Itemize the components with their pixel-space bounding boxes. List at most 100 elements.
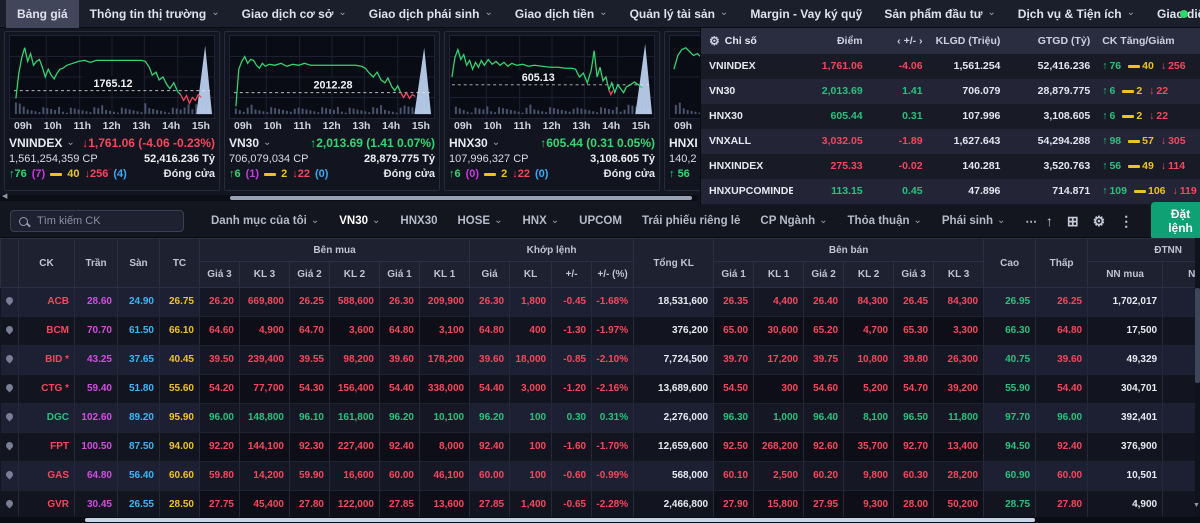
time-label: 14h [602,120,621,132]
chart-hscrollbar[interactable]: ◀ [0,193,698,201]
pin-cell[interactable] [0,374,19,404]
index-row-hnxindex[interactable]: HNXINDEX 275.33 -0.02 140.281 3,520.763 ↑ 56 49… [701,154,1200,179]
scroll-left-icon[interactable]: ◀ [2,193,8,200]
table-hscrollbar-thumb[interactable] [85,518,1035,522]
chart-index-name[interactable]: HNX30 [449,136,488,150]
menu-item-bang-gia[interactable]: Bảng giá [6,0,79,28]
table-row-ctg[interactable]: CTG * 59.40 51.80 55.60 54.20 77,700 54.30 156,… [0,374,1200,404]
tab-hnx30[interactable]: HNX30 [391,215,446,227]
menu-item-giao-dich-phai-sinh[interactable]: Giao dịch phái sinh ⌄ [358,0,504,28]
stock-code[interactable]: DGC [18,403,75,433]
chevron-down-icon[interactable]: ⌄ [263,136,272,148]
pin-cell[interactable] [0,490,19,520]
tab-hnx[interactable]: HNX ⌄ [513,215,568,228]
table-row-dgc[interactable]: DGC 102.60 89.20 95.90 96.00 148,800 96.10 161,… [0,403,1200,433]
table-row-gas[interactable]: GAS 64.80 56.40 60.60 59.80 14,200 59.90 16,600… [0,461,1200,491]
menu-item-quan-ly-tai-san[interactable]: Quản lý tài sản ⌄ [619,0,740,28]
kebab-menu-icon[interactable]: ⋮ [1119,213,1134,229]
chevron-down-icon[interactable]: ⌄ [491,136,501,148]
tab-phai-sinh[interactable]: Phái sinh ⌄ [933,214,1015,228]
search-input[interactable] [35,214,175,228]
chart-index-name[interactable]: VN30 [229,136,260,150]
table-row-bid[interactable]: BID * 43.25 37.65 40.45 39.50 239,400 39.55 98,… [0,345,1200,375]
table-vscrollbar-thumb[interactable] [1195,288,1200,383]
stock-code[interactable]: ACB [18,287,75,317]
cell: 28.00 [893,490,935,520]
menu-item-dich-vu-tien-ich[interactable]: Dịch vụ & Tiện ích ⌄ [1007,0,1146,28]
pin-icon[interactable] [4,498,15,509]
gear-icon[interactable]: ⚙ [1092,213,1106,229]
cell: 392,401 [1087,403,1164,433]
pin-icon[interactable] [4,324,15,335]
index-row-vnindex[interactable]: VNINDEX 1,761.06 -4.06 1,561.254 52,416.236 ↑… [701,54,1200,79]
menu-item-san-pham-au-tu[interactable]: Sản phẩm đầu tư ⌄ [873,0,1006,28]
chart-index-name[interactable]: HNXI [669,136,698,150]
stock-code[interactable]: GVR [18,490,75,520]
pin-icon[interactable] [4,353,15,364]
chevron-down-icon: ⌄ [1126,6,1135,18]
pin-cell[interactable] [0,287,19,317]
tab-cp-nganh[interactable]: CP Ngành ⌄ [751,215,836,228]
col-low: Thấp [1035,238,1089,288]
index-row-vnxall[interactable]: VNXALL 3,032.05 -1.89 1,627.643 54,294.288 ↑ 9… [701,129,1200,154]
chart-hscrollbar-thumb[interactable] [230,196,692,200]
cell: 376,200 [633,316,715,346]
pin-icon[interactable] [4,382,15,393]
pin-cell[interactable] [0,461,19,491]
tab-thoa-thuan[interactable]: Thỏa thuận ⌄ [839,215,931,228]
stock-code[interactable]: FPT [18,432,75,462]
time-axis: 09h 10h 11h 12h 13h 14h 15h [229,119,435,134]
chart-panel-vn30[interactable]: 2012.28 09h 10h 11h 12h 13h 14h 15h VN30 ⌄ ↑2,… [224,31,440,191]
stock-code[interactable]: BCM [18,316,75,346]
menu-item-giao-dich-co-so[interactable]: Giao dịch cơ sở ⌄ [231,0,358,28]
tab-danh-muc-cua-toi[interactable]: Danh mục của tôi ⌄ [202,215,328,228]
menu-item-giao-dien-cua-toi[interactable]: Giao diện của tôi [1146,0,1200,28]
index-row-hnxupcominde[interactable]: HNXUPCOMINDE 113.15 0.45 47.896 714.871 ↑ 109 1… [701,179,1200,204]
stock-code[interactable]: BID * [18,345,75,375]
scroll-down-icon[interactable]: ▼ [1193,502,1200,509]
table-vscrollbar[interactable]: ▼ [1193,238,1200,517]
pin-icon[interactable] [4,440,15,451]
menu-item-giao-dich-tien[interactable]: Giao dịch tiền ⌄ [504,0,619,28]
tab-item[interactable]: ⋯ [1016,214,1046,228]
pin-cell[interactable] [0,345,19,375]
chevron-down-icon[interactable]: ⌄ [66,136,75,148]
pin-icon[interactable] [4,295,15,306]
cell: 16,600 [329,461,380,491]
tab-upcom[interactable]: UPCOM [570,215,631,227]
cell: 9,800 [843,461,895,491]
table-row-gvr[interactable]: GVR 30.45 26.55 28.50 27.75 45,400 27.80 122,00… [0,490,1200,520]
menu-item-margin-vay-ky-quy[interactable]: Margin - Vay ký quỹ [739,0,873,28]
index-row-hnx30[interactable]: HNX30 605.44 0.31 107.996 3,108.605 ↑ 6 2 ↓ 22 [701,104,1200,129]
place-order-button[interactable]: Đặt lệnh [1151,202,1200,240]
menu-item-thong-tin-thi-truong[interactable]: Thông tin thị trường ⌄ [79,0,231,28]
gear-icon[interactable]: ⚙ [709,34,720,48]
pin-icon[interactable] [4,411,15,422]
table-row-fpt[interactable]: FPT 100.50 87.50 94.00 92.20 144,100 92.30 227,… [0,432,1200,462]
pin-cell[interactable] [0,432,19,462]
tab-vn30[interactable]: VN30 ⌄ [330,215,389,228]
table-hscrollbar[interactable] [0,517,1200,523]
chart-panel-vnindex[interactable]: 1765.12 09h 10h 11h 12h 13h 14h 15h VNINDEX ⌄ … [4,31,220,191]
tab-trai-phieu-rieng-le[interactable]: Trái phiếu riêng lẻ [633,215,749,227]
search-box[interactable] [10,210,184,232]
index-row-vn30[interactable]: VN30 2,013.69 1.41 706.079 28,879.775 ↑ 6 2 ↓ 22 [701,79,1200,104]
upload-icon[interactable]: ↑ [1045,213,1053,229]
chart-panel-hnxindex-partial[interactable]: 09h HNXI 140,2 ↑ 56 [664,31,700,191]
chart-panel-hnx30[interactable]: 605.13 09h 10h 11h 12h 13h 14h 15h HNX30 ⌄ ↑60… [444,31,660,191]
cell: 92.50 [713,432,755,462]
stock-code[interactable]: CTG * [18,374,75,404]
table-row-bcm[interactable]: BCM 70.70 61.50 66.10 64.60 4,900 64.70 3,600 64… [0,316,1200,346]
excel-export-icon[interactable]: ⊞ [1066,213,1079,229]
index-point: 2,013.69 [821,85,863,97]
pin-icon[interactable] [4,469,15,480]
table-row-acb[interactable]: ACB 28.60 24.90 26.75 26.20 669,800 26.25 588,6… [0,287,1200,317]
chevron-down-icon: ⌄ [997,214,1006,226]
count: 40 [1142,60,1154,72]
tab-hose[interactable]: HOSE ⌄ [449,215,512,228]
chart-index-name[interactable]: VNINDEX [9,136,63,150]
chart-quote: ↑2,013.69 (1.41 0.07%) [310,136,435,150]
pin-cell[interactable] [0,316,19,346]
pin-cell[interactable] [0,403,19,433]
stock-code[interactable]: GAS [18,461,75,491]
